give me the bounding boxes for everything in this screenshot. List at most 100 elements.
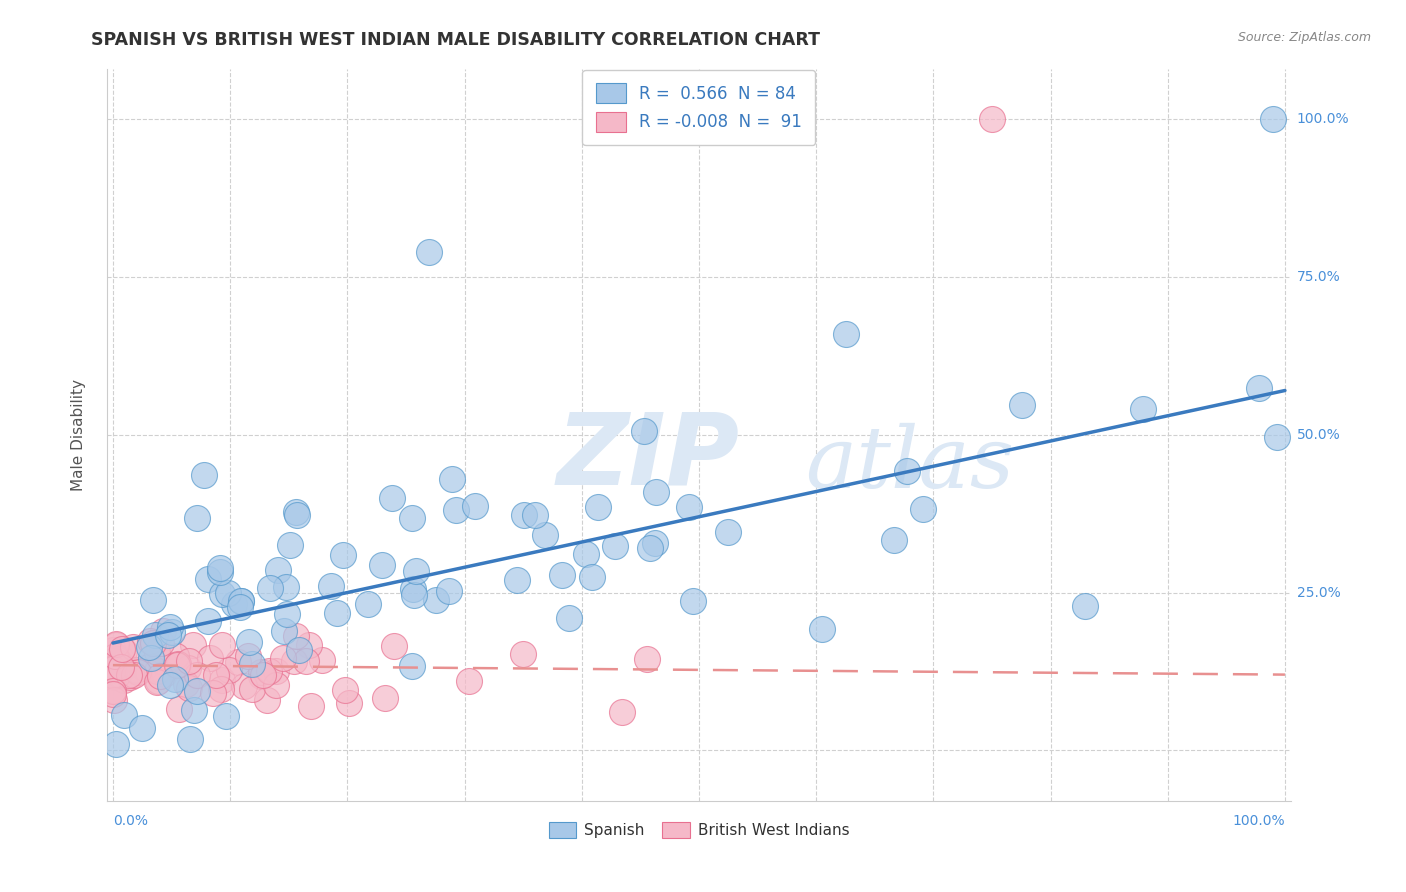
Point [222,597,245,611]
Point [295,654,318,668]
Point [834,327,856,342]
Point [152,624,174,639]
Point [181,638,204,652]
Point [382,639,405,653]
Point [402,588,425,602]
Point [112,660,135,674]
Point [1011,398,1033,412]
Text: 25.0%: 25.0% [1296,585,1340,599]
Point [405,564,427,578]
Point [139,633,162,648]
Point [211,673,233,688]
Point [104,638,127,652]
Point [326,607,349,621]
Point [271,651,294,665]
Point [298,639,321,653]
Point [166,658,188,673]
Point [103,684,125,698]
Point [506,573,529,587]
Point [202,686,225,700]
Point [896,464,918,478]
Point [167,657,190,672]
Point [112,708,135,723]
Point [1132,402,1154,417]
Point [229,599,252,614]
Point [159,678,181,692]
Point [101,668,124,682]
Point [122,640,145,654]
Point [444,502,467,516]
Point [169,702,191,716]
Text: 100.0%: 100.0% [1296,112,1350,126]
Point [118,670,141,684]
Point [319,579,342,593]
Point [682,593,704,607]
Point [211,638,233,652]
Point [1247,381,1270,395]
Point [159,620,181,634]
Point [299,698,322,713]
Point [208,565,231,579]
Point [278,538,301,552]
Point [211,586,233,600]
Point [1265,429,1288,443]
Point [512,647,534,661]
Point [911,501,934,516]
Point [197,614,219,628]
Point [107,651,129,665]
Point [112,673,135,688]
Point [276,607,298,622]
Point [110,652,132,666]
Point [156,628,179,642]
Point [101,643,124,657]
Point [107,666,129,681]
Point [311,653,333,667]
Point [523,508,546,522]
Point [186,510,208,524]
Point [644,535,666,549]
Point [176,676,198,690]
Point [165,648,187,663]
Point [149,668,172,682]
Point [122,667,145,681]
Text: 0.0%: 0.0% [112,814,148,828]
Point [1074,599,1097,613]
Point [232,679,254,693]
Point [332,549,354,563]
Point [439,584,461,599]
Point [242,657,264,671]
Point [101,687,124,701]
Point [215,708,238,723]
Point [252,668,274,682]
Point [217,585,239,599]
Point [143,627,166,641]
Text: 100.0%: 100.0% [1232,814,1285,828]
Point [110,660,132,674]
Point [117,668,139,682]
Point [153,667,176,681]
Point [183,703,205,717]
Point [104,655,127,669]
Point [103,669,125,683]
Point [381,491,404,505]
Point [163,672,186,686]
Point [401,659,423,673]
Point [273,624,295,638]
Point [231,594,253,608]
Point [186,684,208,698]
Point [104,648,127,663]
Point [152,655,174,669]
Point [249,669,271,683]
Point [226,655,249,669]
Point [148,673,170,688]
Point [612,705,634,719]
Point [193,468,215,483]
Point [103,682,125,697]
Point [104,668,127,682]
Y-axis label: Male Disability: Male Disability [72,379,86,491]
Point [142,592,165,607]
Point [103,657,125,671]
Text: atlas: atlas [806,423,1015,506]
Point [229,594,252,608]
Point [266,678,288,692]
